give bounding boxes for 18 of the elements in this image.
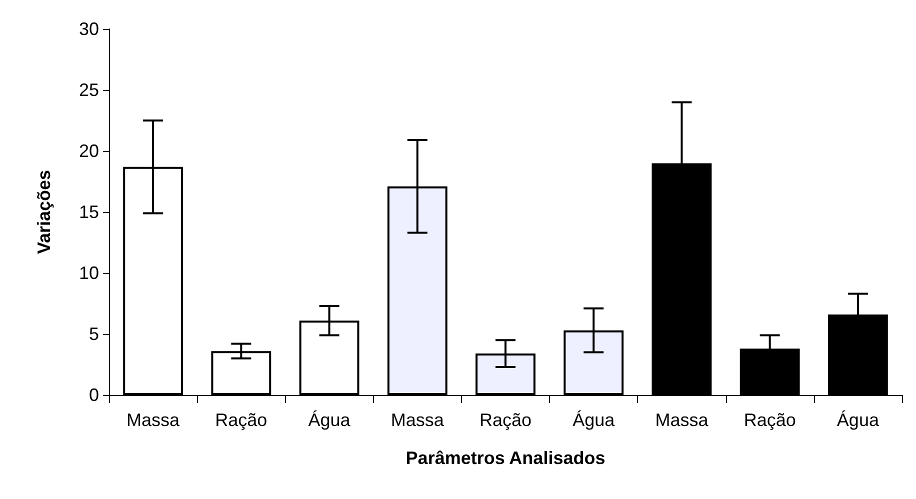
y-tick-label: 0 [88,385,99,405]
x-tick-label: Massa [390,410,445,430]
y-tick-label: 10 [78,263,99,283]
x-tick-label: Massa [126,410,181,430]
x-tick-label: Água [308,410,352,430]
y-tick-label: 20 [78,141,99,161]
y-axis-title: Variações [34,170,54,254]
x-tick-label: Água [836,410,880,430]
x-axis-title: Parâmetros Analisados [406,448,606,468]
x-tick-label: Massa [655,410,710,430]
x-tick-label: Água [572,410,616,430]
x-tick-label: Ração [479,410,532,430]
y-tick-label: 30 [78,19,99,39]
x-tick-label: Ração [215,410,268,430]
y-tick-label: 5 [88,324,99,344]
x-tick-label: Ração [744,410,796,430]
y-tick-label: 15 [78,202,99,222]
y-tick-label: 25 [78,80,99,100]
